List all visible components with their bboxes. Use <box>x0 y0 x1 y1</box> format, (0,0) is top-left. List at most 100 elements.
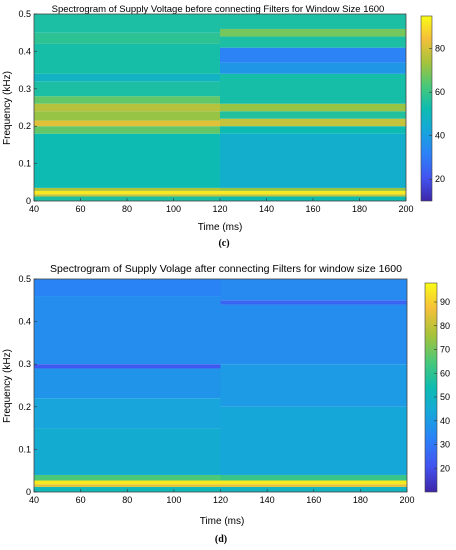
heatmap-band <box>220 364 407 407</box>
heatmap-band <box>220 111 406 119</box>
heatmap-band <box>34 126 220 134</box>
heatmap-band <box>220 133 406 188</box>
y-tick-label: 0.4 <box>18 317 31 327</box>
colorbar-tick-label: 20 <box>435 174 445 184</box>
heatmap-band <box>34 103 220 112</box>
x-tick-label: 200 <box>399 495 414 505</box>
heatmap-band <box>220 36 406 48</box>
heatmap-band <box>34 474 221 481</box>
heatmap-band <box>34 480 221 485</box>
heatmap-band <box>220 304 407 365</box>
colorbar-tick-label: 30 <box>440 440 450 450</box>
heatmap-band <box>220 103 406 112</box>
heatmap-band <box>220 279 407 301</box>
heatmap-band <box>34 194 220 197</box>
heatmap-band <box>220 28 406 37</box>
heatmap-band <box>220 62 406 74</box>
x-tick-label: 60 <box>76 495 86 505</box>
colorbar <box>424 282 438 493</box>
colorbar-ticks: 20 30 40 50 60 70 80 90 <box>434 297 450 473</box>
y-tick-label: 0.3 <box>18 359 31 369</box>
x-tick-label: 120 <box>213 495 228 505</box>
chart-title: Spectrogram of Supply Volage after conne… <box>50 263 402 275</box>
colorbar <box>420 15 433 202</box>
heatmap-band <box>220 126 406 134</box>
x-tick-label: 100 <box>166 495 181 505</box>
colorbar-tick-label: 20 <box>440 463 450 473</box>
heatmap-band <box>34 111 220 121</box>
colorbar-tick-label: 70 <box>440 345 450 355</box>
heatmap-band <box>34 187 220 191</box>
colorbar-tick-label: 80 <box>440 321 450 331</box>
heatmap-band <box>220 47 406 63</box>
x-ticks: 40 60 80 100 120 140 160 180 200 <box>29 489 415 505</box>
heatmap-band <box>220 300 407 305</box>
heatmap-band <box>34 73 220 82</box>
x-tick-label: 160 <box>306 495 321 505</box>
x-axis-label: Time (ms) <box>200 516 245 527</box>
y-tick-label: 0 <box>26 487 31 497</box>
heatmap-band <box>34 428 221 475</box>
y-tick-label: 0.1 <box>18 159 31 169</box>
y-tick-label: 0 <box>26 196 31 206</box>
x-axis-label: Time (ms) <box>198 222 243 233</box>
heatmap-band <box>34 398 221 429</box>
heatmap-band <box>220 194 406 197</box>
heatmap-band <box>34 484 221 487</box>
heatmap-band <box>34 14 220 33</box>
y-axis-label: Frequency (kHz) <box>2 71 13 145</box>
colorbar-tick-label: 60 <box>435 87 445 97</box>
heatmap-cells <box>34 14 406 201</box>
colorbar-tick-label: 60 <box>440 368 450 378</box>
y-ticks: 0 0.1 0.2 0.3 0.4 0.5 <box>18 274 37 497</box>
heatmap-band <box>34 364 221 369</box>
colorbar-ticks: 20 40 60 80 <box>429 44 445 184</box>
x-tick-label: 40 <box>29 495 39 505</box>
heatmap-band <box>34 279 221 297</box>
x-tick-label: 80 <box>122 204 132 214</box>
x-tick-label: 40 <box>29 204 39 214</box>
colorbar-tick-label: 40 <box>440 416 450 426</box>
y-axis-label: Frequency (kHz) <box>2 349 13 423</box>
x-tick-label: 60 <box>75 204 85 214</box>
y-tick-label: 0.5 <box>18 274 31 284</box>
heatmap-band <box>220 406 407 475</box>
chart-title: Spectrogram of Supply Voltage before con… <box>52 4 385 15</box>
heatmap-band <box>220 484 407 487</box>
heatmap-band <box>34 296 221 365</box>
y-tick-label: 0.2 <box>18 402 31 412</box>
heatmap-band <box>220 14 406 29</box>
x-tick-label: 140 <box>260 495 275 505</box>
panel-label: (c) <box>218 238 229 249</box>
colorbar-tick-label: 90 <box>440 297 450 307</box>
colorbar-tick-label: 50 <box>440 392 450 402</box>
heatmap-band <box>220 474 407 481</box>
x-tick-label: 100 <box>166 204 181 214</box>
x-tick-label: 200 <box>398 204 413 214</box>
colorbar-tick-label: 40 <box>435 131 445 141</box>
x-tick-label: 180 <box>352 204 367 214</box>
x-tick-label: 80 <box>122 495 132 505</box>
heatmap-band <box>34 368 221 399</box>
heatmap-band <box>220 480 407 485</box>
heatmap-band <box>34 120 220 127</box>
y-tick-label: 0.1 <box>18 444 31 454</box>
x-tick-label: 180 <box>353 495 368 505</box>
heatmap-band <box>34 43 220 74</box>
heatmap-band <box>220 118 406 127</box>
y-tick-label: 0.2 <box>18 121 31 131</box>
heatmap-band <box>34 81 220 97</box>
heatmap-band <box>220 190 406 195</box>
x-ticks: 40 60 80 100 120 140 160 180 200 <box>29 198 414 214</box>
y-ticks: 0 0.1 0.2 0.3 0.4 0.5 <box>18 9 37 206</box>
colorbar-tick-label: 80 <box>435 44 445 54</box>
y-tick-label: 0.5 <box>18 9 31 19</box>
y-tick-label: 0.4 <box>18 46 31 56</box>
x-tick-label: 120 <box>212 204 227 214</box>
x-tick-label: 140 <box>259 204 274 214</box>
heatmap-band <box>34 32 220 44</box>
heatmap-band <box>220 73 406 104</box>
heatmap-cells <box>34 279 407 492</box>
x-tick-label: 160 <box>305 204 320 214</box>
